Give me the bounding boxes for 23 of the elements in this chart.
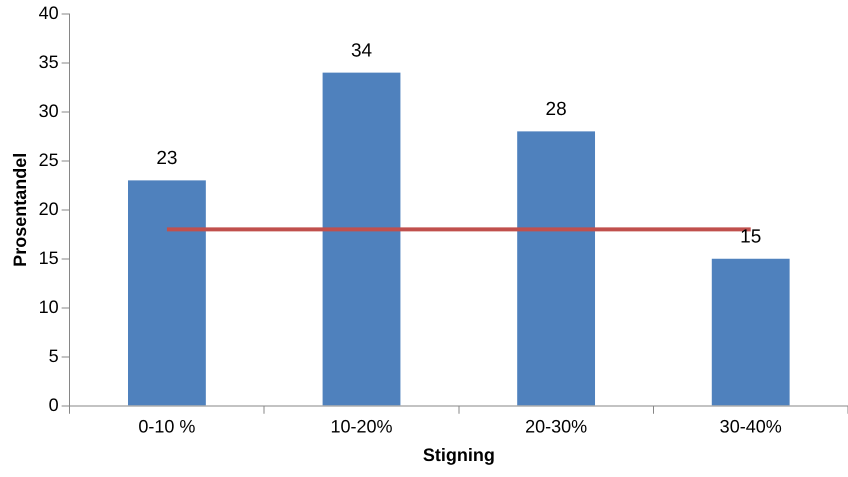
- data-label: 15: [740, 226, 762, 248]
- bar: [517, 131, 596, 406]
- y-tick-label: 35: [38, 52, 59, 72]
- y-tick-label: 20: [38, 198, 59, 219]
- data-label: 28: [546, 99, 567, 120]
- y-tick-label: 30: [38, 100, 59, 121]
- bar: [322, 72, 400, 406]
- y-tick-label: 15: [38, 248, 59, 268]
- x-axis-title: Stigning: [422, 445, 495, 466]
- data-label: 23: [156, 148, 178, 170]
- x-tick-label: 30-40%: [720, 416, 782, 437]
- x-tick-label: 10-20%: [330, 416, 393, 437]
- y-tick-label: 0: [48, 394, 59, 415]
- bar: [128, 180, 206, 406]
- y-tick-label: 5: [48, 346, 59, 366]
- bar: [712, 258, 790, 406]
- data-label: 34: [350, 40, 373, 62]
- y-tick-label: 40: [38, 2, 59, 23]
- x-tick-label: 0-10 %: [138, 416, 196, 437]
- y-tick-label: 25: [38, 150, 59, 170]
- x-tick-label: 20-30%: [525, 416, 588, 437]
- y-axis-title: Prosentandel: [10, 152, 30, 267]
- y-tick-label: 10: [38, 296, 59, 317]
